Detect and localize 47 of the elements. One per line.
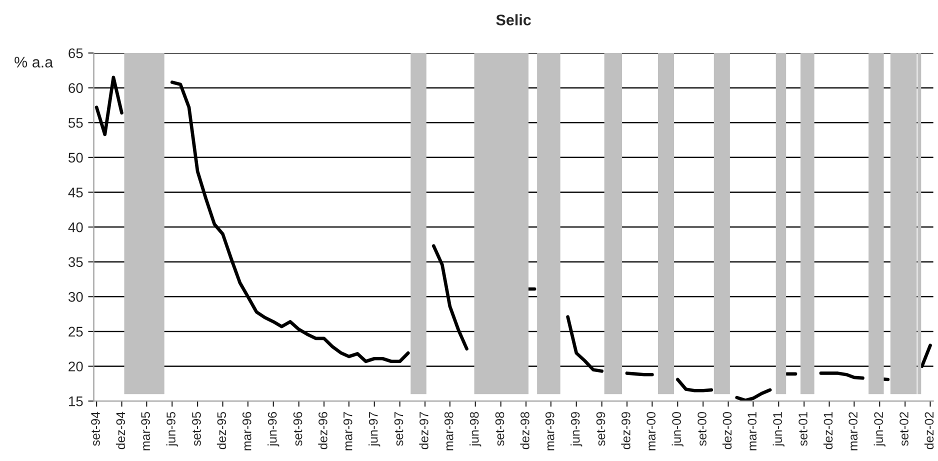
x-tick-label: jun-00 — [672, 412, 684, 447]
x-tick-label: dez-99 — [621, 412, 630, 450]
y-axis-title: % a.a — [14, 56, 54, 68]
x-tick-label: mar-97 — [343, 412, 352, 450]
x-tick-label: mar-02 — [848, 412, 858, 450]
x-tick-label: dez-94 — [116, 412, 126, 450]
x-tick-label: dez-97 — [419, 412, 428, 450]
x-tick-label: jun-98 — [470, 412, 482, 447]
x-tick-label: mar-98 — [444, 412, 454, 450]
x-tick-label: mar-99 — [545, 412, 554, 450]
y-tick-label: 20 — [68, 362, 83, 372]
y-tick-label: 45 — [68, 188, 83, 198]
x-tick-label: dez-96 — [318, 412, 328, 450]
x-tick-label: dez-95 — [216, 412, 226, 450]
x-tick-label: dez-02 — [924, 412, 934, 450]
y-tick-label: 40 — [68, 222, 83, 232]
y-tick-label: 25 — [68, 326, 83, 337]
x-tick-label: jun-01 — [772, 412, 784, 447]
x-tick-label: dez-01 — [823, 412, 833, 450]
x-tick-label: mar-01 — [748, 412, 757, 450]
y-tick-label: 60 — [68, 83, 83, 93]
x-tick-label: set-97 — [394, 412, 404, 446]
y-tick-label: 15 — [68, 396, 83, 406]
y-tick-label: 30 — [68, 292, 83, 302]
x-tick-label: dez-98 — [520, 412, 530, 450]
x-tick-label: set-98 — [495, 412, 504, 446]
x-tick-label: jun-96 — [268, 412, 280, 447]
x-tick-label: mar-95 — [141, 412, 150, 450]
x-tick-label: mar-96 — [242, 412, 252, 450]
x-tick-label: set-96 — [293, 412, 302, 446]
x-tick-label: set-01 — [798, 412, 808, 446]
chart-title: Selic — [496, 14, 531, 26]
x-tick-label: set-94 — [91, 412, 100, 446]
x-tick-label: dez-00 — [722, 412, 732, 450]
x-tick-label: jun-02 — [874, 412, 886, 447]
x-tick-label: set-02 — [900, 412, 908, 446]
x-tick-label: set-95 — [192, 412, 201, 446]
y-tick-label: 50 — [68, 152, 83, 163]
y-tick-label: 65 — [68, 48, 83, 58]
y-tick-label: 35 — [68, 257, 83, 268]
y-tick-label: 55 — [68, 118, 83, 128]
x-tick-label: mar-00 — [646, 412, 656, 450]
x-tick-label: jun-99 — [570, 412, 582, 447]
x-tick-label: set-99 — [596, 412, 606, 446]
x-tick-label: jun-97 — [368, 412, 380, 447]
x-tick-label: set-00 — [698, 412, 706, 446]
x-tick-label: jun-95 — [166, 412, 178, 447]
